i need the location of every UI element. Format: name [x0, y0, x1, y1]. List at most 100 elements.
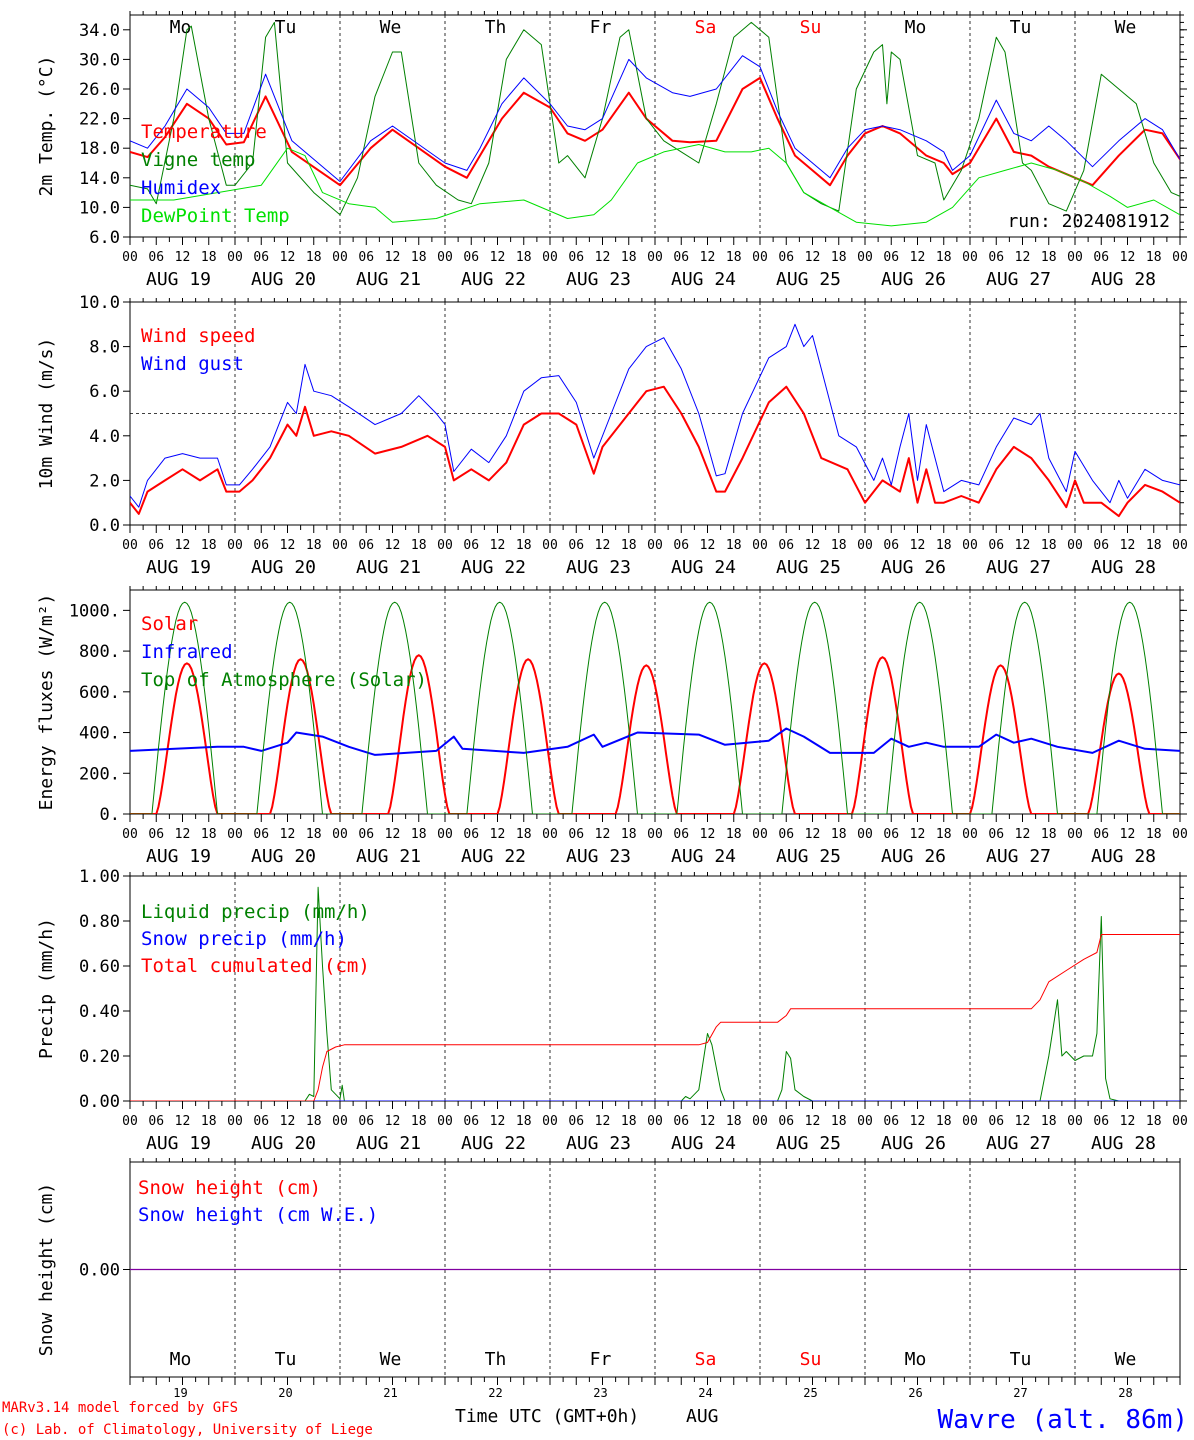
y-axis-label: Snow height (cm) [36, 1183, 57, 1356]
hour-tick-label: 18 [1041, 827, 1057, 842]
weekday-label: Th [485, 17, 507, 38]
hour-tick-label: 00 [857, 1114, 873, 1129]
series-vigne-temp [130, 21, 1180, 216]
hour-tick-label: 06 [778, 1114, 794, 1129]
hour-tick-label: 06 [358, 538, 374, 553]
hour-tick-label: 06 [673, 827, 689, 842]
hour-tick-label: 00 [542, 538, 558, 553]
date-label: AUG 24 [671, 557, 736, 578]
hour-tick-label: 18 [306, 538, 322, 553]
hour-tick-label: 00 [437, 538, 453, 553]
hour-tick-label: 06 [778, 538, 794, 553]
series-group [130, 323, 1180, 518]
hour-tick-label: 00 [437, 827, 453, 842]
date-label: AUG 25 [776, 557, 841, 578]
hour-tick-label: 00 [647, 1114, 663, 1129]
y-tick-label: 600. [79, 683, 120, 703]
hour-tick-label: 12 [805, 827, 821, 842]
hour-tick-label: 00 [1067, 250, 1083, 265]
hour-tick-label: 12 [280, 538, 296, 553]
hour-tick-label: 06 [568, 827, 584, 842]
date-label: AUG 19 [146, 846, 211, 867]
hour-tick-label: 12 [385, 1114, 401, 1129]
weekday-label: We [1115, 1349, 1137, 1370]
weekday-label: Su [800, 1349, 822, 1370]
date-label: AUG 19 [146, 269, 211, 290]
series-humidex [130, 55, 1180, 182]
weekday-label: We [380, 1349, 402, 1370]
hour-tick-label: 12 [805, 250, 821, 265]
y-tick-label: 0.0 [89, 516, 120, 536]
legend-label: Infrared [141, 641, 233, 663]
weekday-label: Fr [590, 17, 612, 38]
series-total-cumulated-cm [130, 934, 1180, 1101]
date-label: AUG 21 [356, 1133, 421, 1154]
hour-tick-label: 12 [385, 538, 401, 553]
date-label: AUG 21 [356, 269, 421, 290]
hour-tick-label: 06 [358, 1114, 374, 1129]
series-group [130, 886, 1180, 1101]
hour-tick-label: 06 [568, 250, 584, 265]
hour-tick-label: 18 [201, 250, 217, 265]
date-label: AUG 23 [566, 1133, 631, 1154]
hour-tick-label: 12 [175, 538, 191, 553]
series-wind-speed [130, 385, 1180, 518]
hour-tick-label: 06 [988, 538, 1004, 553]
hour-tick-label: 06 [883, 538, 899, 553]
date-label: AUG 20 [251, 1133, 316, 1154]
day-number-label: 28 [1118, 1386, 1132, 1400]
hour-tick-label: 18 [1146, 250, 1162, 265]
series-top-of-atmosphere-solar [130, 601, 1180, 814]
hour-tick-label: 18 [1146, 538, 1162, 553]
hour-tick-label: 18 [726, 538, 742, 553]
hour-tick-label: 12 [595, 1114, 611, 1129]
hour-tick-label: 18 [306, 1114, 322, 1129]
hour-tick-label: 06 [358, 827, 374, 842]
hour-tick-label: 00 [542, 250, 558, 265]
weekday-label: Tu [1010, 1349, 1032, 1370]
hour-tick-label: 12 [910, 538, 926, 553]
date-label: AUG 28 [1091, 557, 1156, 578]
date-label: AUG 27 [986, 846, 1051, 867]
hour-tick-label: 12 [1015, 1114, 1031, 1129]
hour-tick-label: 18 [621, 250, 637, 265]
hour-tick-label: 18 [201, 1114, 217, 1129]
hour-tick-label: 00 [122, 1114, 138, 1129]
hour-tick-label: 06 [253, 1114, 269, 1129]
panel-4: 0.00 0.20 0.40 0.60 0.80 1.00 Precip (mm/h) 00 0… [36, 867, 1188, 1154]
y-tick-label: 6.0 [89, 382, 120, 402]
y-tick-label: 200. [79, 764, 120, 784]
y-axis-label: Precip (mm/h) [36, 918, 57, 1059]
hour-tick-label: 00 [542, 827, 558, 842]
y-tick-label: 0.20 [79, 1047, 120, 1067]
date-label: AUG 19 [146, 1133, 211, 1154]
y-axis-label: Energy fluxes (W/m²) [36, 594, 57, 811]
hour-tick-label: 12 [700, 1114, 716, 1129]
hour-tick-label: 18 [411, 538, 427, 553]
y-tick-label: 34.0 [79, 21, 120, 41]
hour-tick-label: 12 [805, 1114, 821, 1129]
weekday-label: Tu [275, 17, 297, 38]
legend-label: Liquid precip (mm/h) [141, 901, 370, 923]
series-liquid-precip-mm-h [130, 886, 1119, 1101]
y-axis-label: 2m Temp. (°C) [36, 56, 57, 197]
hour-tick-label: 12 [490, 827, 506, 842]
y-tick-label: 800. [79, 642, 120, 662]
date-label: AUG 25 [776, 846, 841, 867]
hour-tick-label: 12 [490, 538, 506, 553]
hour-tick-label: 06 [568, 1114, 584, 1129]
hour-tick-label: 00 [857, 250, 873, 265]
hour-tick-label: 00 [857, 538, 873, 553]
y-tick-label: 400. [79, 724, 120, 744]
hour-tick-label: 00 [752, 250, 768, 265]
hour-tick-label: 12 [175, 1114, 191, 1129]
hour-tick-label: 12 [595, 827, 611, 842]
series-group [130, 21, 1180, 227]
hour-tick-label: 00 [332, 538, 348, 553]
hour-tick-label: 18 [1041, 538, 1057, 553]
hour-tick-label: 00 [647, 827, 663, 842]
date-label: AUG 22 [461, 846, 526, 867]
hour-tick-label: 06 [568, 538, 584, 553]
hour-tick-label: 06 [253, 250, 269, 265]
series-dewpoint-temp [130, 144, 1180, 227]
